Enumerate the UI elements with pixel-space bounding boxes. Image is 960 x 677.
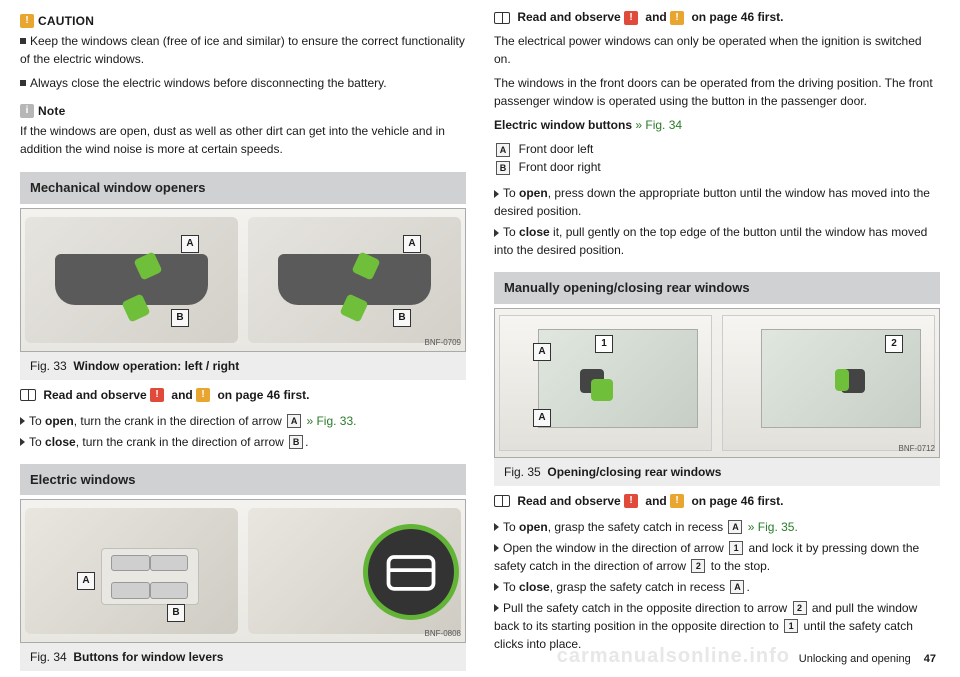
section-mechanical-window: Mechanical window openers [20, 172, 466, 204]
detail-inset [363, 524, 459, 620]
label-B: B [167, 604, 185, 622]
caution-icon: ! [670, 494, 684, 508]
label-A: A [403, 235, 421, 253]
arrow-icon [835, 369, 849, 391]
figure-code: BNF-0808 [425, 628, 461, 640]
label-1: 1 [729, 541, 743, 555]
book-icon [20, 389, 36, 401]
read-observe-line: Read and observe ! and ! on page 46 firs… [20, 386, 466, 404]
right-column: Read and observe ! and ! on page 46 firs… [494, 8, 940, 677]
label-B: B [289, 435, 303, 449]
figure-34-caption: Fig. 34 Buttons for window levers [20, 643, 466, 671]
left-column: ! CAUTION Keep the windows clean (free o… [20, 8, 466, 677]
label-A: A [77, 572, 95, 590]
chevron-icon [494, 544, 499, 552]
warning-icon: ! [624, 494, 638, 508]
footer-page-number: 47 [924, 653, 936, 665]
button-A-def: A Front door left [494, 140, 940, 158]
figure-33-caption: Fig. 33 Window operation: left / right [20, 352, 466, 380]
figure-35-caption: Fig. 35 Opening/closing rear windows [494, 458, 940, 486]
chevron-icon [494, 523, 499, 531]
caution-heading: ! CAUTION [20, 12, 466, 30]
chevron-icon [494, 604, 499, 612]
figure-code: BNF-0709 [425, 337, 461, 349]
label-B: B [393, 309, 411, 327]
label-1: 1 [784, 619, 798, 633]
page-footer: Unlocking and opening 47 [799, 651, 936, 668]
electric-intro-2: The windows in the front doors can be op… [494, 74, 940, 110]
label-B: B [171, 309, 189, 327]
electric-instructions: To open, press down the appropriate butt… [494, 184, 940, 262]
button-B-def: B Front door right [494, 158, 940, 176]
chevron-icon [20, 438, 25, 446]
caution-label: CAUTION [38, 12, 94, 30]
label-2: 2 [793, 601, 807, 615]
footer-section: Unlocking and opening [799, 653, 911, 665]
label-2: 2 [885, 335, 903, 353]
chevron-icon [494, 190, 499, 198]
figure-35: A A 1 2 BNF-0712 [494, 308, 940, 458]
label-2: 2 [691, 559, 705, 573]
caution-icon: ! [196, 388, 210, 402]
note-text: If the windows are open, dust as well as… [20, 122, 466, 158]
figure-33: A B A B BNF-0709 [20, 208, 466, 352]
note-label: Note [38, 102, 65, 120]
label-A: A [728, 520, 742, 534]
warning-icon: ! [624, 11, 638, 25]
fig35-instructions: To open, grasp the safety catch in reces… [494, 518, 940, 656]
caution-item-2: Always close the electric windows before… [20, 74, 466, 92]
electric-buttons-heading: Electric window buttons » Fig. 34 [494, 116, 940, 134]
label-B: B [496, 161, 510, 175]
section-manual-rear-windows: Manually opening/closing rear windows [494, 272, 940, 304]
label-A: A [287, 414, 301, 428]
note-heading: i Note [20, 102, 466, 120]
read-observe-line: Read and observe ! and ! on page 46 firs… [494, 8, 940, 26]
chevron-icon [20, 417, 25, 425]
book-icon [494, 495, 510, 507]
arrow-icon [591, 379, 613, 401]
label-A: A [533, 343, 551, 361]
read-observe-line: Read and observe ! and ! on page 46 firs… [494, 492, 940, 510]
label-A: A [181, 235, 199, 253]
book-icon [494, 12, 510, 24]
chevron-icon [494, 229, 499, 237]
fig33-instructions: To open, turn the crank in the direction… [20, 412, 466, 454]
caution-item-1: Keep the windows clean (free of ice and … [20, 32, 466, 68]
electric-intro-1: The electrical power windows can only be… [494, 32, 940, 68]
section-electric-windows: Electric windows [20, 464, 466, 496]
label-A: A [730, 580, 744, 594]
warning-icon: ! [150, 388, 164, 402]
figure-code: BNF-0712 [899, 443, 935, 455]
caution-icon: ! [670, 11, 684, 25]
bullet-icon [20, 80, 26, 86]
figure-34: A B BNF-0808 [20, 499, 466, 643]
label-A: A [496, 143, 510, 157]
window-button-icon [381, 542, 441, 602]
label-1: 1 [595, 335, 613, 353]
label-A: A [533, 409, 551, 427]
chevron-icon [494, 583, 499, 591]
bullet-icon [20, 38, 26, 44]
note-icon: i [20, 104, 34, 118]
caution-icon: ! [20, 14, 34, 28]
